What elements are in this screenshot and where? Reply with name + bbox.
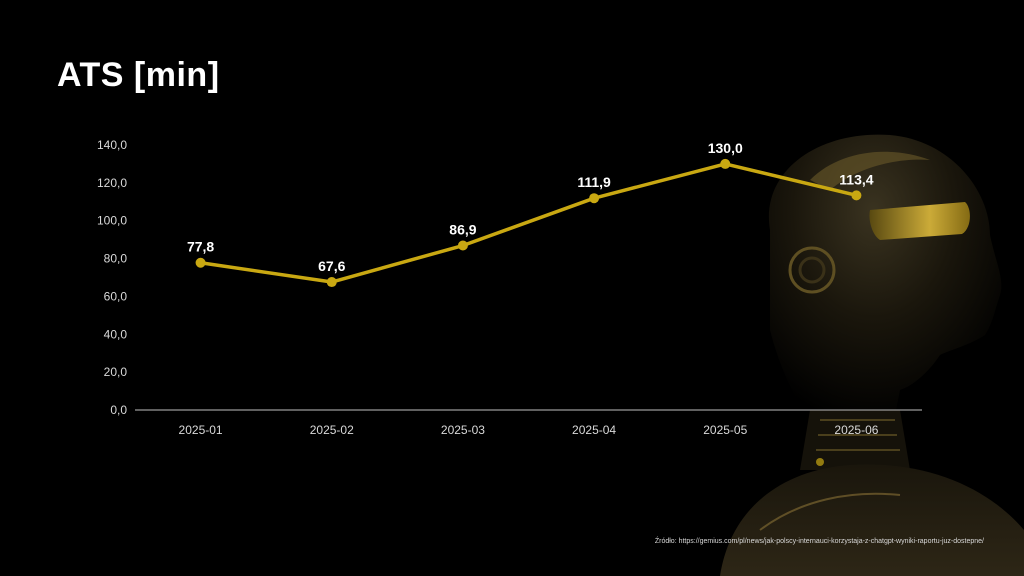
y-tick-label: 60,0 xyxy=(104,289,128,303)
page-title: ATS [min] xyxy=(57,56,220,94)
x-tick-label: 2025-03 xyxy=(441,423,485,437)
x-tick-label: 2025-02 xyxy=(310,423,354,437)
data-label: 130,0 xyxy=(708,140,743,156)
series-line xyxy=(200,162,857,284)
y-axis-ticks: 0,0 20,0 40,0 60,0 80,0 100,0 120,0 140,0 xyxy=(97,138,127,417)
y-tick-label: 0,0 xyxy=(110,403,127,417)
x-tick-label: 2025-01 xyxy=(179,423,223,437)
x-axis-ticks: 2025-01 2025-02 2025-03 2025-04 2025-05 2025-… xyxy=(179,423,879,437)
x-tick-label: 2025-05 xyxy=(703,423,747,437)
data-points xyxy=(195,158,862,288)
data-label: 67,6 xyxy=(318,258,345,274)
y-tick-label: 20,0 xyxy=(104,365,128,379)
y-tick-label: 40,0 xyxy=(104,327,128,341)
y-tick-label: 80,0 xyxy=(104,252,128,266)
data-label: 86,9 xyxy=(449,222,476,238)
data-label: 113,4 xyxy=(839,171,873,187)
y-tick-label: 120,0 xyxy=(97,176,127,190)
x-tick-label: 2025-06 xyxy=(834,423,878,437)
y-tick-label: 140,0 xyxy=(97,138,127,152)
data-point xyxy=(326,277,337,288)
data-label: 77,8 xyxy=(187,239,214,255)
data-point xyxy=(457,240,468,251)
y-tick-label: 100,0 xyxy=(97,214,127,228)
x-tick-label: 2025-04 xyxy=(572,423,616,437)
data-point xyxy=(589,193,600,204)
source-note: Źródło: https://gemius.com/pl/news/jak-p… xyxy=(654,538,984,545)
data-point xyxy=(720,158,731,169)
data-labels: 77,8 67,6 86,9 111,9 130,0 113,4 xyxy=(187,140,874,274)
data-point xyxy=(195,257,206,268)
data-point xyxy=(851,190,862,201)
data-label: 111,9 xyxy=(577,174,611,190)
robot-head-illustration xyxy=(720,134,1024,576)
